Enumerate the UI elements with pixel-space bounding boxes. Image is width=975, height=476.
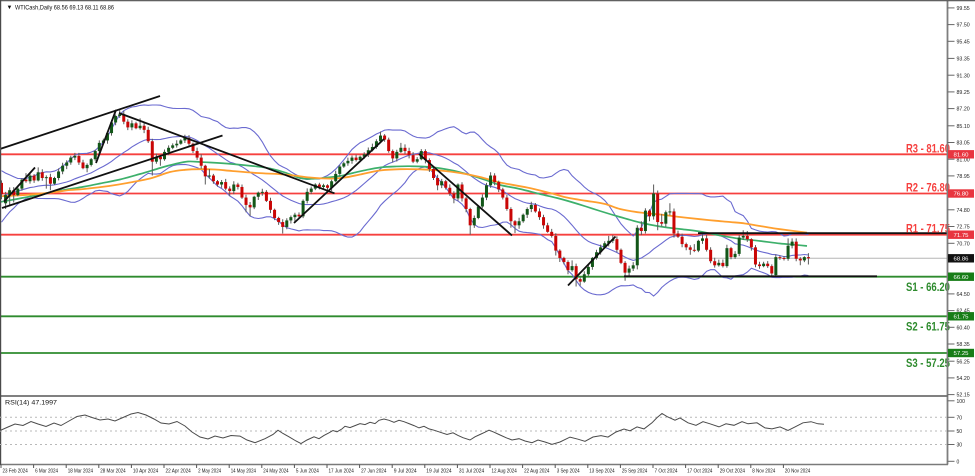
svg-text:R1 - 71.75: R1 - 71.75 (906, 224, 950, 236)
svg-text:23 Feb 2024: 23 Feb 2024 (3, 469, 29, 475)
svg-text:WTICash,Daily 68.56 69.13 68.: WTICash,Daily 68.56 69.13 68.11 68.86 (15, 4, 114, 11)
svg-text:28 Mar 2024: 28 Mar 2024 (100, 469, 126, 475)
svg-text:24 May 2024: 24 May 2024 (263, 469, 289, 475)
svg-text:S2 - 61.75: S2 - 61.75 (906, 322, 950, 334)
svg-text:52.15: 52.15 (957, 393, 970, 399)
svg-text:10 Apr 2024: 10 Apr 2024 (133, 469, 159, 475)
svg-text:54.20: 54.20 (957, 376, 970, 382)
svg-text:22 Aug 2024: 22 Aug 2024 (524, 469, 550, 475)
svg-text:72.75: 72.75 (957, 225, 970, 231)
svg-text:S1 - 66.20: S1 - 66.20 (906, 282, 950, 294)
svg-text:S3 - 57.25: S3 - 57.25 (906, 358, 950, 370)
svg-text:97.50: 97.50 (957, 23, 970, 29)
svg-text:99.55: 99.55 (957, 6, 970, 12)
svg-text:61.75: 61.75 (954, 314, 969, 320)
svg-text:12 Aug 2024: 12 Aug 2024 (492, 469, 518, 475)
svg-text:58.35: 58.35 (957, 342, 970, 348)
svg-text:29 Oct 2024: 29 Oct 2024 (720, 469, 746, 475)
svg-text:5 Jun 2024: 5 Jun 2024 (296, 469, 320, 475)
svg-text:64.50: 64.50 (957, 292, 970, 298)
svg-text:76.80: 76.80 (954, 192, 969, 198)
svg-text:3 Sep 2024: 3 Sep 2024 (557, 469, 581, 475)
svg-text:30: 30 (957, 443, 963, 449)
svg-text:62.45: 62.45 (957, 309, 970, 315)
svg-text:68.86: 68.86 (954, 256, 969, 262)
svg-text:2 May 2024: 2 May 2024 (198, 469, 222, 475)
svg-text:74.80: 74.80 (957, 208, 970, 214)
svg-text:50: 50 (957, 429, 963, 435)
svg-text:78.95: 78.95 (957, 174, 970, 180)
svg-text:9 Jul 2024: 9 Jul 2024 (394, 469, 418, 475)
svg-text:66.60: 66.60 (954, 275, 969, 281)
svg-text:25 Sep 2024: 25 Sep 2024 (622, 469, 648, 475)
svg-text:27 Jun 2024: 27 Jun 2024 (361, 469, 387, 475)
svg-text:87.20: 87.20 (957, 107, 970, 113)
svg-text:RSI(14) 47.1997: RSI(14) 47.1997 (5, 400, 57, 407)
svg-text:0: 0 (957, 459, 960, 465)
svg-text:89.25: 89.25 (957, 90, 970, 96)
svg-text:60.40: 60.40 (957, 325, 970, 331)
svg-text:57.25: 57.25 (954, 351, 969, 357)
svg-text:70.70: 70.70 (957, 241, 970, 247)
svg-text:95.45: 95.45 (957, 39, 970, 45)
svg-text:83.05: 83.05 (957, 141, 970, 147)
svg-text:18 Mar 2024: 18 Mar 2024 (68, 469, 94, 475)
svg-text:81.00: 81.00 (957, 157, 970, 163)
svg-text:31 Jul 2024: 31 Jul 2024 (459, 469, 485, 475)
svg-text:R2 - 76.80: R2 - 76.80 (906, 183, 950, 195)
svg-text:100: 100 (957, 399, 965, 405)
svg-text:81.60: 81.60 (954, 152, 969, 158)
svg-text:7 Oct 2024: 7 Oct 2024 (655, 469, 679, 475)
svg-text:▼: ▼ (7, 5, 13, 11)
svg-text:19 Jul 2024: 19 Jul 2024 (426, 469, 452, 475)
svg-text:20 Nov 2024: 20 Nov 2024 (785, 469, 811, 475)
svg-text:14 May 2024: 14 May 2024 (231, 469, 257, 475)
svg-text:17 Jun 2024: 17 Jun 2024 (329, 469, 355, 475)
svg-text:6 Mar 2024: 6 Mar 2024 (35, 469, 59, 475)
svg-text:R3 - 81.60: R3 - 81.60 (906, 144, 950, 156)
svg-text:22 Apr 2024: 22 Apr 2024 (166, 469, 192, 475)
svg-text:71.75: 71.75 (954, 233, 969, 239)
svg-text:56.25: 56.25 (957, 359, 970, 365)
svg-text:8 Nov 2024: 8 Nov 2024 (752, 469, 776, 475)
svg-text:93.35: 93.35 (957, 57, 970, 63)
svg-text:85.10: 85.10 (957, 124, 970, 130)
svg-text:70: 70 (957, 415, 963, 421)
svg-text:17 Oct 2024: 17 Oct 2024 (687, 469, 713, 475)
svg-text:13 Sep 2024: 13 Sep 2024 (589, 469, 615, 475)
svg-text:91.30: 91.30 (957, 73, 970, 79)
